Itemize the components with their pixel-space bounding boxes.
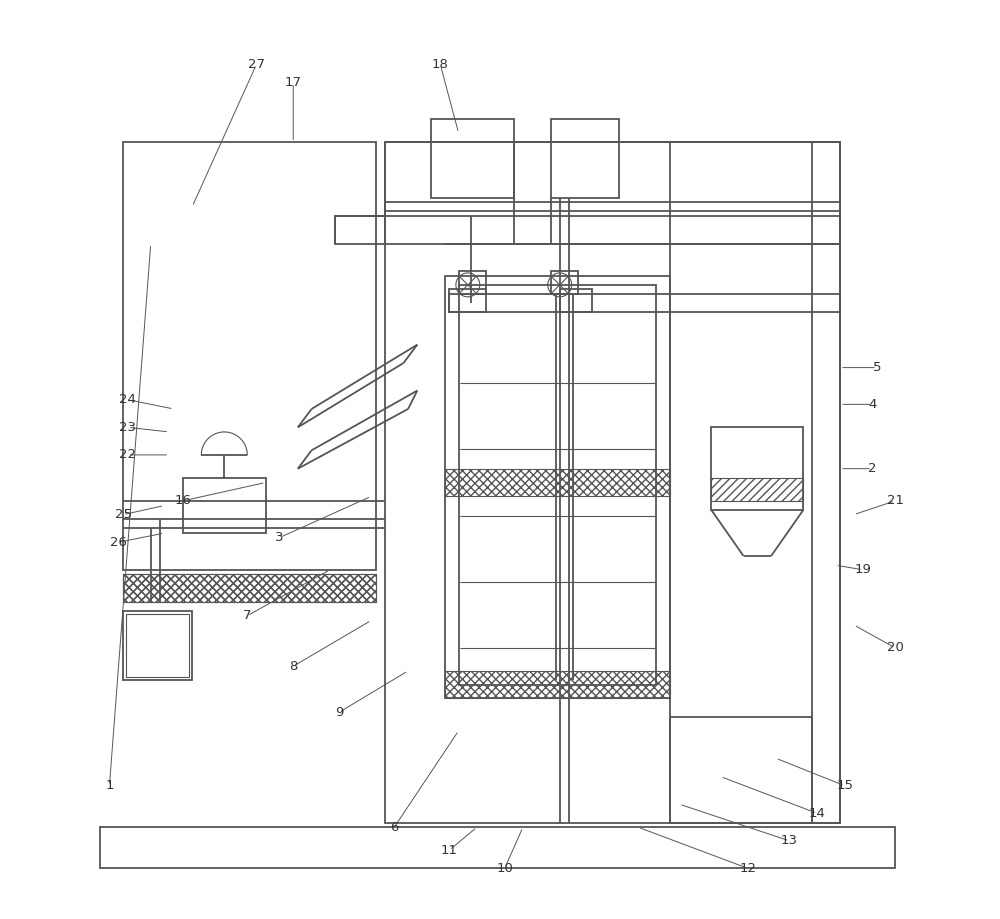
Bar [711,427,803,510]
Text: 11: 11 [441,844,458,857]
Text: 26: 26 [110,536,127,549]
Bar [711,478,803,501]
Bar [100,827,895,868]
Bar [335,216,840,244]
Text: 7: 7 [243,609,252,622]
Text: 18: 18 [432,58,449,71]
Bar [812,142,840,823]
Text: 13: 13 [781,834,798,847]
Text: 1: 1 [105,779,114,792]
Text: 15: 15 [836,779,853,792]
Bar [449,294,840,312]
Text: 10: 10 [496,862,513,875]
Text: 16: 16 [175,494,191,507]
Bar [670,717,812,823]
Text: 25: 25 [115,508,132,521]
Text: 27: 27 [248,58,265,71]
Bar [459,271,486,294]
Bar [445,671,670,698]
Text: 6: 6 [390,821,399,834]
Bar [126,614,189,677]
Text: 24: 24 [119,393,136,406]
Bar [459,285,656,685]
Text: 19: 19 [855,563,871,576]
Text: 17: 17 [285,76,302,89]
Text: 23: 23 [119,421,136,434]
Text: 2: 2 [868,462,876,475]
Bar [123,611,192,680]
Text: 20: 20 [887,641,904,654]
Bar [551,119,619,198]
Bar [183,478,266,533]
Bar [123,574,376,602]
Bar [445,276,670,698]
Bar [431,119,514,198]
Text: 5: 5 [873,361,881,374]
Bar [445,469,670,496]
Text: 8: 8 [289,660,297,673]
Text: 4: 4 [868,398,876,411]
Bar [123,142,376,570]
Bar [560,289,592,312]
Bar [449,289,486,312]
Bar [123,574,376,602]
Bar [385,142,840,823]
Text: 14: 14 [809,807,825,820]
Bar [551,271,578,294]
Text: 12: 12 [740,862,757,875]
Text: 9: 9 [335,706,343,719]
Text: 21: 21 [887,494,904,507]
Text: 3: 3 [275,531,284,544]
Text: 22: 22 [119,448,136,461]
